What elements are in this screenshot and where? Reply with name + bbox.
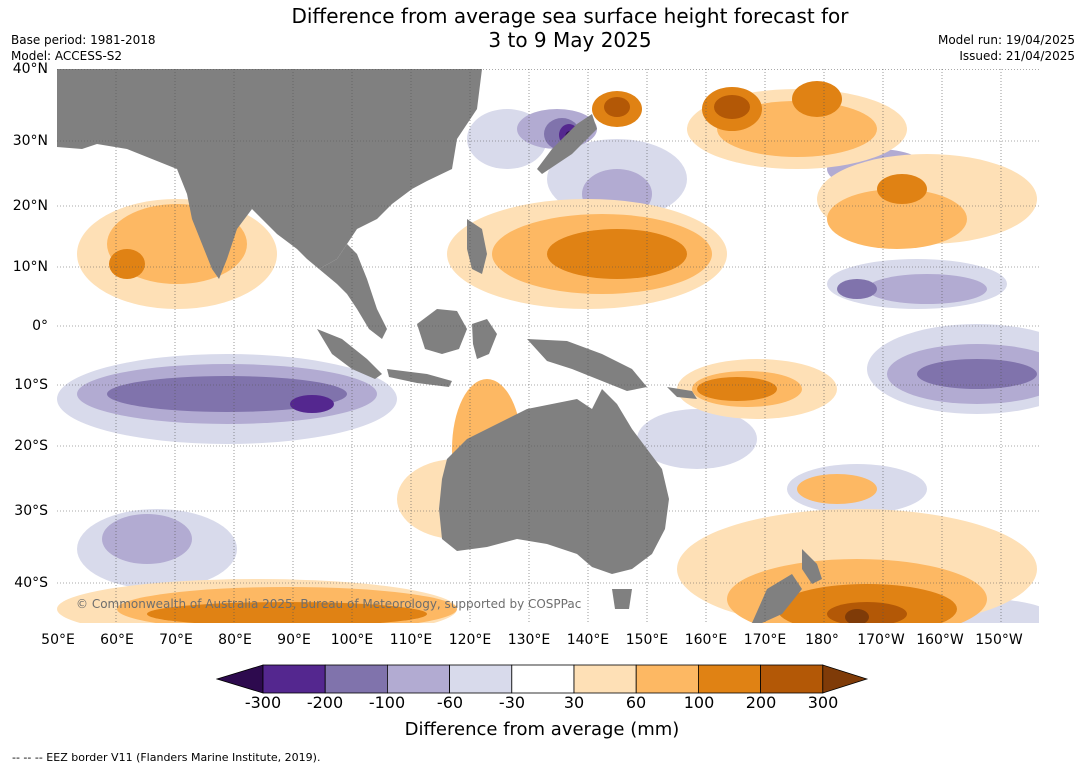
base-period: Base period: 1981-2018: [11, 33, 156, 47]
india-land: [177, 169, 252, 279]
solomon-islands: [667, 387, 697, 399]
lon-label-90e: 90°E: [277, 632, 311, 648]
lat-label-30n: 30°N: [12, 133, 48, 149]
lon-label-130e: 130°E: [507, 632, 551, 648]
colorbar-tick-300: 300: [807, 693, 839, 712]
colorbar-tick-100: 100: [683, 693, 715, 712]
lon-label-150e: 150°E: [625, 632, 669, 648]
colorbar-graphic: [215, 664, 869, 694]
sea-surface-height-map: [57, 69, 1039, 623]
land-masses: [57, 69, 822, 623]
lon-label-110e: 110°E: [389, 632, 433, 648]
australia-land: [439, 389, 669, 574]
colorbar-tick-60: 60: [625, 693, 647, 712]
colorbar-segment-1: [262, 664, 326, 694]
indochina-land: [319, 244, 387, 339]
left-meta: Base period: 1981-2018 Model: ACCESS-S2: [11, 32, 156, 64]
tasmania-land: [612, 589, 632, 609]
colorbar-tick-minus-300: -300: [244, 693, 282, 712]
colorbar-tick-200: 200: [745, 693, 777, 712]
borneo-land: [417, 309, 467, 354]
lat-label-10s: 10°S: [14, 377, 48, 393]
colorbar-segment-2: [324, 664, 388, 694]
eez-footnote: -- -- -- EEZ border V11 (Flanders Marine…: [12, 751, 321, 764]
lon-label-180: 180°: [805, 632, 839, 648]
lon-label-80e: 80°E: [218, 632, 252, 648]
model-name: Model: ACCESS-S2: [11, 49, 123, 63]
lat-label-20s: 20°S: [14, 438, 48, 454]
new-zealand-south: [752, 574, 802, 623]
lon-label-70e: 70°E: [159, 632, 193, 648]
colorbar-extend-high: [822, 664, 869, 694]
lon-label-120e: 120°E: [448, 632, 492, 648]
lon-label-160w: 160°W: [916, 632, 964, 648]
new-guinea-land: [527, 339, 647, 391]
colorbar-segment-9: [760, 664, 824, 694]
asia-land: [57, 69, 482, 269]
lon-label-50e: 50°E: [41, 632, 75, 648]
new-zealand-north: [802, 549, 822, 584]
lon-label-60e: 60°E: [100, 632, 134, 648]
map-title: Difference from average sea surface heig…: [0, 4, 1085, 52]
lon-label-150w: 150°W: [975, 632, 1023, 648]
colorbar-label: Difference from average (mm): [404, 719, 680, 740]
lon-label-170e: 170°E: [743, 632, 787, 648]
colorbar-segment-7: [635, 664, 699, 694]
colorbar-extend-low: [215, 664, 264, 694]
colorbar-tick-minus-100: -100: [368, 693, 406, 712]
title-line-2: 3 to 9 May 2025: [488, 28, 652, 52]
lat-label-40s: 40°S: [14, 575, 48, 591]
java-land: [387, 369, 452, 387]
philippines-land: [467, 219, 487, 274]
lon-label-100e: 100°E: [330, 632, 374, 648]
lat-label-40n: 40°N: [12, 61, 48, 77]
map-canvas: [57, 69, 1039, 623]
issued-date: Issued: 21/04/2025: [959, 49, 1075, 63]
title-line-1: Difference from average sea surface heig…: [291, 4, 849, 28]
colorbar-segment-3: [386, 664, 450, 694]
japan-land: [537, 114, 597, 174]
lat-label-20n: 20°N: [12, 198, 48, 214]
model-run: Model run: 19/04/2025: [937, 33, 1075, 47]
colorbar-segment-6: [573, 664, 637, 694]
lon-label-160e: 160°E: [684, 632, 728, 648]
right-meta: Model run: 19/04/2025 Issued: 21/04/2025: [938, 32, 1075, 64]
colorbar-segment-5: [511, 664, 575, 694]
lon-label-140e: 140°E: [566, 632, 610, 648]
colorbar-segment-4: [449, 664, 513, 694]
lat-label-10n: 10°N: [12, 259, 48, 275]
colorbar-segment-8: [697, 664, 761, 694]
colorbar-tick-minus-60: -60: [436, 693, 464, 712]
anomaly-field: [57, 81, 1039, 623]
colorbar: [215, 664, 870, 698]
graticule: [57, 69, 1039, 623]
colorbar-tick-minus-200: -200: [306, 693, 344, 712]
lat-label-0: 0°: [32, 318, 48, 334]
colorbar-tick-30: 30: [563, 693, 585, 712]
copyright-notice: © Commonwealth of Australia 2025, Bureau…: [76, 597, 582, 611]
lon-label-170w: 170°W: [857, 632, 905, 648]
colorbar-tick-minus-30: -30: [498, 693, 526, 712]
lat-label-30s: 30°S: [14, 503, 48, 519]
sulawesi-land: [472, 319, 497, 359]
sumatra-land: [317, 329, 382, 379]
